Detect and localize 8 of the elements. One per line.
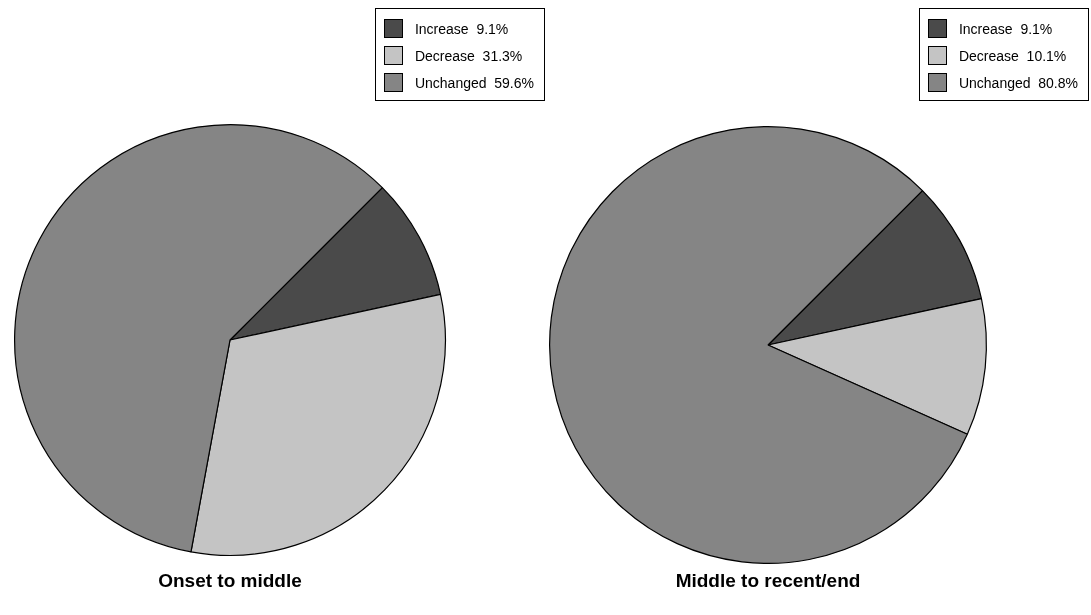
text: Middle to recent/end (674, 570, 862, 592)
legend-label: Increase 9.1% (958, 20, 1053, 37)
legend-label: Decrease 31.3% (414, 47, 523, 64)
text: Onset to middle (157, 570, 303, 592)
legend-label: Decrease 10.1% (958, 47, 1067, 64)
legend-label: Unchanged 59.6% (414, 74, 534, 91)
legend-label: Increase 9.1% (414, 20, 509, 37)
legend-label: Unchanged 80.8% (958, 74, 1078, 91)
